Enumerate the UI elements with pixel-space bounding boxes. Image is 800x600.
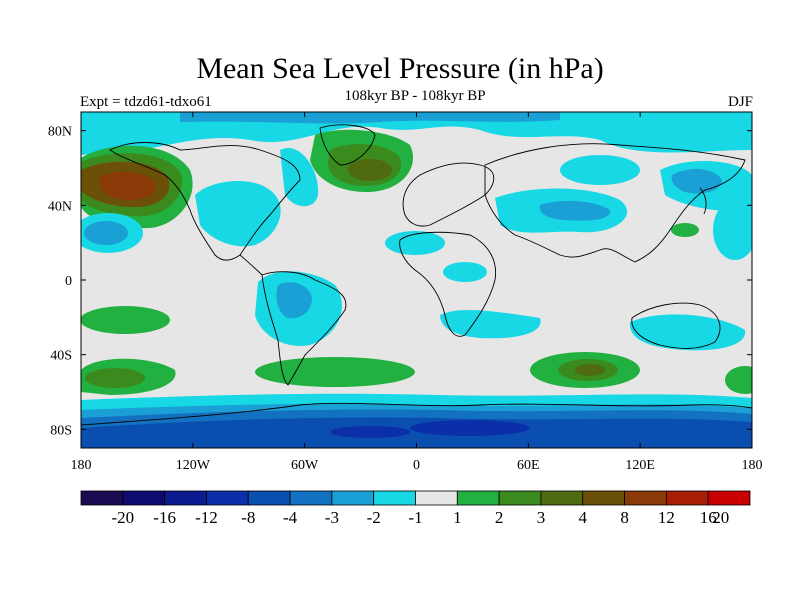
x-tick-label: 0 [413, 458, 420, 473]
colorbar-label: -16 [153, 508, 176, 527]
southern-ocean-high-1-core [85, 368, 145, 388]
africa-coast [399, 231, 497, 337]
antarctic-band-4 [81, 417, 752, 448]
north-america-low [195, 180, 281, 247]
south-africa-low [440, 309, 541, 339]
colorbar-swatch [80, 490, 124, 506]
siberia-low [560, 155, 640, 185]
east-pacific-low-2 [713, 200, 752, 260]
longitude-axis: 180 120W 60W 0 60E 120E 180 [71, 112, 763, 473]
colorbar-swatch [122, 490, 166, 506]
colorbar-swatch [164, 490, 207, 506]
x-tick-label: 180 [71, 458, 92, 473]
southern-ocean-high-3-center [575, 364, 605, 376]
japan-coast [699, 187, 707, 215]
arctic-negative-band [81, 112, 752, 155]
colorbar-swatch [498, 490, 542, 506]
southern-ocean-high-2 [255, 357, 415, 387]
latitude-axis: 80N 40N 0 40S 80S [48, 125, 752, 438]
colorbar-swatch [665, 490, 709, 506]
y-tick-label: 40N [48, 199, 72, 214]
arctic-negative-core [180, 112, 560, 124]
colorbar-swatch [582, 490, 625, 506]
colorbar-label: 2 [495, 508, 504, 527]
east-asia-low-core [671, 168, 722, 194]
colorbar-swatch [624, 490, 667, 506]
colorbar-swatch [206, 490, 249, 506]
season-label: DJF [727, 94, 753, 110]
x-tick-label: 60W [291, 458, 319, 473]
south-america-low-core [276, 282, 312, 319]
y-tick-label: 0 [65, 274, 72, 289]
colorbar-label: 12 [658, 508, 675, 527]
central-asia-low-core [539, 200, 611, 221]
x-tick-label: 120W [176, 458, 211, 473]
pressure-anomaly-field [81, 112, 752, 448]
west-pacific-high [671, 223, 699, 237]
y-tick-label: 80N [48, 125, 72, 140]
central-america-coast [239, 254, 263, 276]
colorbar-label: 3 [537, 508, 546, 527]
africa-low [443, 262, 487, 282]
antarctica-coast [81, 402, 752, 426]
colorbar-label: -3 [325, 508, 339, 527]
x-tick-label: 180 [742, 458, 763, 473]
y-tick-label: 40S [50, 349, 72, 364]
europe-coast [402, 162, 495, 227]
coastlines [81, 124, 752, 426]
indian-ocean-low [629, 314, 746, 351]
colorbar-label: 8 [620, 508, 629, 527]
colorbar-label: 20 [712, 508, 729, 527]
east-pacific-low-1-core [84, 221, 128, 245]
colorbar-label: -4 [283, 508, 298, 527]
australia-coast [631, 302, 721, 349]
southern-ocean-high-4 [725, 366, 752, 394]
colorbar-label: -2 [367, 508, 381, 527]
colorbar-swatch [331, 490, 375, 506]
asia-coast [484, 143, 746, 263]
north-pacific-high-center [100, 171, 156, 200]
map-title: Mean Sea Level Pressure (in hPa) [196, 52, 604, 85]
south-america-coast [261, 271, 347, 386]
colorbar-label: -20 [111, 508, 134, 527]
y-tick-label: 80S [50, 423, 72, 438]
colorbar-swatch [456, 490, 500, 506]
experiment-label: Expt = tdzd61-tdxo61 [80, 94, 212, 110]
colorbar-swatch [247, 490, 291, 506]
x-tick-label: 120E [625, 458, 655, 473]
colorbar-swatch [373, 490, 416, 506]
north-america-coast [109, 142, 301, 261]
antarctic-core-1 [410, 420, 530, 436]
map-background [81, 112, 752, 448]
colorbar-label: -1 [408, 508, 422, 527]
colorbar-label: -12 [195, 508, 218, 527]
colorbar-swatch [540, 490, 584, 506]
south-pacific-high [81, 306, 170, 334]
colorbar-label: 16 [700, 508, 717, 527]
north-atlantic-high-center [348, 159, 392, 181]
colorbar-label: 4 [579, 508, 588, 527]
colorbar-swatch [707, 490, 751, 506]
colorbar-swatch [289, 490, 333, 506]
colorbar-label: 1 [453, 508, 462, 527]
colorbar-swatch [415, 490, 458, 506]
x-tick-label: 60E [517, 458, 540, 473]
map-subtitle: 108kyr BP - 108kyr BP [344, 88, 486, 104]
colorbar-label: -8 [241, 508, 255, 527]
greenland-coast [319, 124, 376, 166]
antarctic-core-2 [330, 426, 410, 438]
